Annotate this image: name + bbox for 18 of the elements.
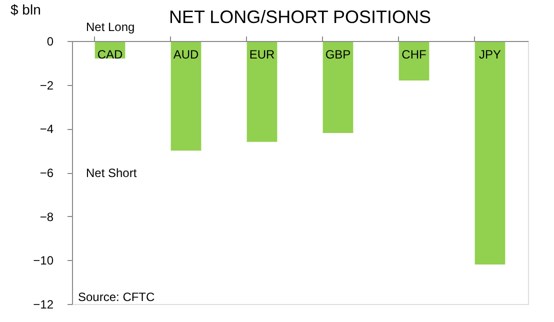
y-tick-label: −6	[40, 166, 54, 180]
y-tick-label: −4	[40, 122, 54, 136]
y-tick-label: −8	[40, 210, 54, 224]
text: Net Long	[86, 20, 135, 34]
y-axis-title: $ bln	[10, 2, 41, 18]
chart-title: NET LONG/SHORT POSITIONS	[168, 7, 432, 27]
y-tick-label: −10	[33, 254, 54, 268]
x-tick-label: AUD	[173, 48, 199, 62]
annotation: Net Short	[86, 166, 138, 180]
x-tick-label: JPY	[478, 48, 502, 62]
y-tick-label: −12	[33, 298, 54, 312]
x-tick-label: EUR	[249, 48, 275, 62]
y-tick-label: 0	[46, 34, 54, 48]
x-tick-label: CHF	[402, 48, 426, 62]
x-tick-label: CAD	[97, 48, 123, 62]
annotation: Source: CFTC	[78, 290, 156, 304]
y-tick-label: −2	[40, 78, 54, 92]
x-tick-label: GBP	[325, 48, 351, 62]
